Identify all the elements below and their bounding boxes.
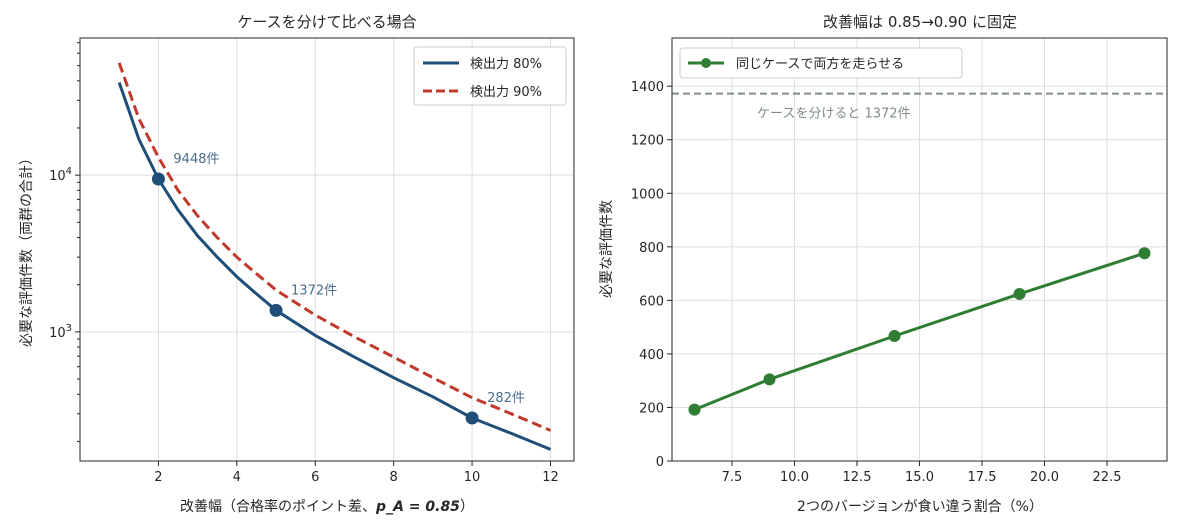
data-point-annotation: 1372件: [291, 283, 337, 298]
left-x-axis-label-text: 改善幅（合格率のポイント差、: [180, 498, 376, 515]
right-x-tick-label: 15.0: [905, 470, 934, 485]
right-grid: [672, 38, 1167, 462]
legend-marker-paired: [701, 58, 711, 68]
left-grid: [80, 38, 574, 461]
series-line-power-90: [117, 62, 552, 432]
legend-label-power-80: 検出力 80%: [470, 57, 542, 72]
right-y-tick-label: 600: [639, 294, 664, 309]
left-y-tick-label: 104: [49, 166, 72, 184]
right-x-tick-label: 7.5: [722, 470, 743, 485]
right-y-tick-label: 0: [656, 455, 664, 470]
left-legend: 検出力 80% 検出力 90%: [413, 46, 567, 106]
left-axes-frame: [79, 37, 575, 462]
right-x-ticks: 7.5 10.0 12.5 15.0 17.5 20.0 22.5: [722, 461, 1122, 485]
right-x-tick-label: 12.5: [843, 470, 872, 485]
data-point-marker: [465, 411, 479, 425]
series-point-paired: [888, 329, 901, 342]
right-legend: 同じケースで両方を走らせる: [679, 47, 963, 79]
data-point-annotation: 282件: [487, 391, 525, 406]
left-y-axis-label: 必要な評価件数（両群の合計）: [19, 151, 35, 347]
right-y-tick-label: 1000: [631, 187, 664, 202]
left-x-axis-label-math: p_A = 0.85: [375, 499, 460, 515]
right-x-axis-label: 2つのバージョンが食い違う割合（%）: [797, 498, 1043, 515]
left-y-tick-label: 103: [49, 323, 72, 341]
left-x-tick-label: 2: [154, 470, 162, 485]
right-x-tick-label: 17.5: [968, 470, 997, 485]
left-x-tick-label: 12: [542, 470, 559, 485]
left-x-axis-label-close: ）: [460, 499, 474, 515]
data-point-marker: [269, 303, 283, 317]
series-line-power-80: [117, 82, 552, 451]
legend-label-power-90: 検出力 90%: [470, 85, 542, 100]
left-chart: ケースを分けて比べる場合 9448件 1372件 282件 2 4 6 8 10 12 103…: [19, 13, 575, 515]
right-legend-box: [679, 47, 963, 79]
left-x-ticks: 2 4 6 8 10 12: [154, 461, 559, 485]
legend-label-paired: 同じケースで両方を走らせる: [736, 56, 904, 72]
series-point-paired: [1013, 287, 1026, 300]
left-x-axis-label: 改善幅（合格率のポイント差、p_A = 0.85）: [180, 498, 474, 515]
right-chart: 改善幅は 0.85→0.90 に固定 ケースを分けると 1372件 7.5 10.…: [599, 13, 1168, 515]
right-y-ticks: 0 200 400 600 800 1000 1200 1400: [631, 80, 672, 470]
right-plot-area: ケースを分けると 1372件: [672, 92, 1167, 416]
series-point-paired: [688, 403, 701, 416]
series-point-paired: [1138, 247, 1151, 260]
right-x-tick-label: 20.0: [1030, 470, 1059, 485]
right-y-tick-label: 200: [639, 401, 664, 416]
right-y-tick-label: 1400: [631, 80, 664, 95]
right-y-axis-label: 必要な評価件数: [599, 200, 615, 298]
right-chart-title: 改善幅は 0.85→0.90 に固定: [823, 13, 1017, 31]
right-x-tick-label: 10.0: [780, 470, 809, 485]
left-x-tick-label: 6: [311, 470, 319, 485]
left-y-ticks: 103 104: [49, 42, 80, 442]
right-y-tick-label: 1200: [631, 134, 664, 149]
data-point-annotation: 9448件: [173, 152, 219, 167]
left-x-tick-label: 8: [390, 470, 398, 485]
reference-line-label: ケースを分けると 1372件: [757, 107, 911, 122]
left-chart-title: ケースを分けて比べる場合: [237, 13, 416, 31]
left-plot-area: 9448件 1372件 282件: [117, 62, 552, 451]
right-y-tick-label: 400: [639, 348, 664, 363]
left-x-tick-label: 10: [464, 470, 481, 485]
data-point-marker: [151, 172, 165, 186]
right-x-tick-label: 22.5: [1093, 470, 1122, 485]
left-x-tick-label: 4: [233, 470, 241, 485]
series-point-paired: [763, 373, 776, 386]
right-y-tick-label: 800: [639, 241, 664, 256]
